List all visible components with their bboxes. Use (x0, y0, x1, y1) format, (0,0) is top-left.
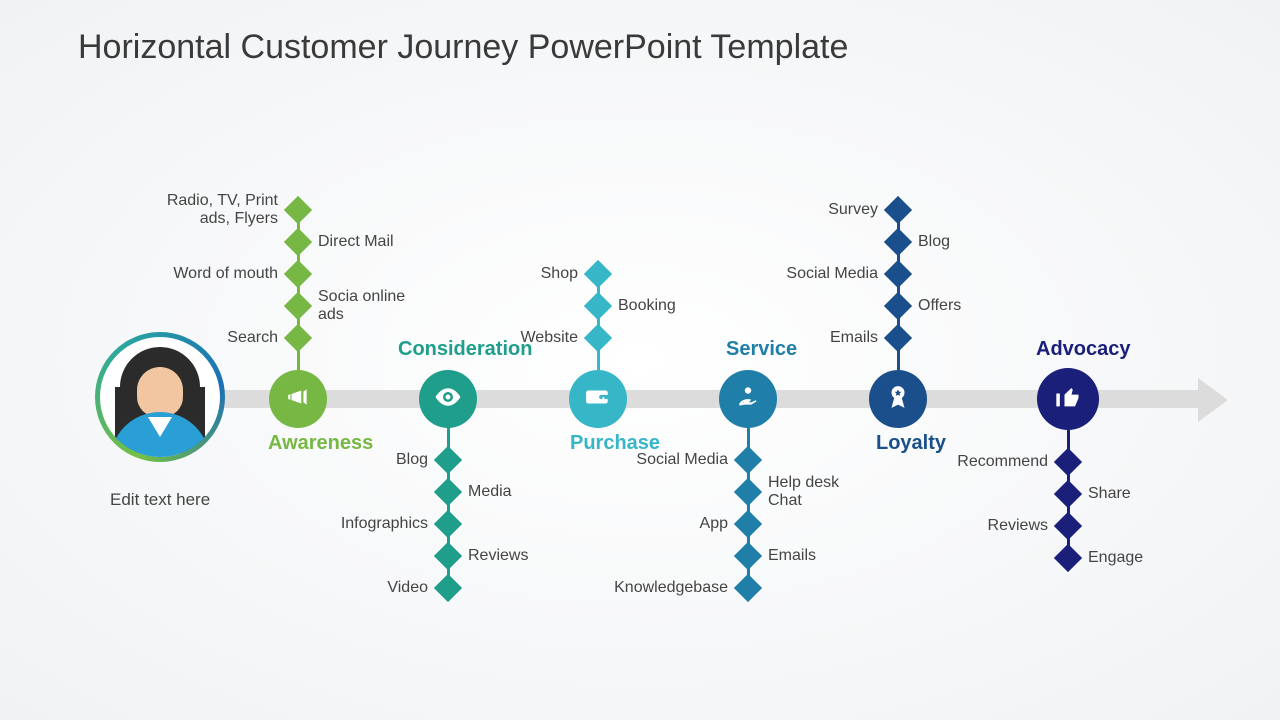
slide-canvas: Horizontal Customer Journey PowerPoint T… (0, 0, 1280, 720)
stage-item-label: Word of mouth (173, 265, 278, 283)
stage-diamond (284, 196, 312, 224)
stage-item-label: Share (1088, 485, 1131, 503)
stage-node-awareness (269, 370, 327, 428)
stage-item-label: Social Media (786, 265, 878, 283)
stage-diamond (284, 228, 312, 256)
stage-item-label: Search (227, 329, 278, 347)
stage-item-label: Help deskChat (768, 474, 839, 511)
stage-diamond (284, 324, 312, 352)
stage-item-label: Blog (918, 233, 950, 251)
stage-diamond (434, 510, 462, 538)
stage-item-label: Knowledgebase (614, 579, 728, 597)
stage-item-label: Socia onlineads (318, 288, 405, 325)
slide-title: Horizontal Customer Journey PowerPoint T… (78, 28, 848, 67)
stage-diamond (1054, 544, 1082, 572)
stage-diamond (1054, 480, 1082, 508)
megaphone-icon (285, 384, 311, 415)
thumbs-up-icon (1054, 383, 1082, 416)
stage-diamond (884, 324, 912, 352)
stage-diamond (734, 446, 762, 474)
stage-diamond (884, 196, 912, 224)
stage-node-advocacy (1037, 368, 1099, 430)
avatar-caption: Edit text here (110, 490, 210, 510)
stage-diamond (734, 478, 762, 506)
timeline-arrow-head (1198, 378, 1228, 422)
stage-item-label: Survey (828, 201, 878, 219)
stage-item-label: Booking (618, 297, 676, 315)
stage-item-label: Direct Mail (318, 233, 394, 251)
stage-diamond (884, 228, 912, 256)
stage-diamond (284, 292, 312, 320)
stage-label-service: Service (726, 338, 797, 361)
stage-diamond (434, 574, 462, 602)
stage-item-label: App (700, 515, 728, 533)
wallet-icon (585, 384, 611, 415)
stage-item-label: Media (468, 483, 512, 501)
stage-diamond (884, 260, 912, 288)
stage-item-label: Engage (1088, 549, 1143, 567)
ribbon-icon (885, 384, 911, 415)
stage-diamond (434, 542, 462, 570)
stage-item-label: Blog (396, 451, 428, 469)
stage-item-label: Offers (918, 297, 961, 315)
stage-diamond (584, 292, 612, 320)
stage-item-label: Social Media (636, 451, 728, 469)
stage-item-label: Reviews (468, 547, 528, 565)
stage-diamond (734, 542, 762, 570)
stage-diamond (1054, 448, 1082, 476)
stage-item-label: Shop (541, 265, 578, 283)
stage-label-awareness: Awareness (268, 432, 373, 455)
stage-item-label: Recommend (957, 453, 1048, 471)
eye-icon (433, 382, 463, 417)
stage-item-label: Website (520, 329, 578, 347)
stage-label-consideration: Consideration (398, 338, 532, 361)
stage-diamond (434, 478, 462, 506)
stage-label-advocacy: Advocacy (1036, 338, 1131, 361)
stage-node-consideration (419, 370, 477, 428)
stage-diamond (734, 510, 762, 538)
stage-item-label: Radio, TV, Printads, Flyers (167, 192, 278, 229)
stage-item-label: Reviews (988, 517, 1048, 535)
stage-diamond (584, 324, 612, 352)
stage-item-label: Emails (830, 329, 878, 347)
stage-diamond (584, 260, 612, 288)
stage-node-purchase (569, 370, 627, 428)
stage-diamond (734, 574, 762, 602)
stage-diamond (884, 292, 912, 320)
stage-diamond (284, 260, 312, 288)
stage-diamond (434, 446, 462, 474)
stage-item-label: Emails (768, 547, 816, 565)
stage-node-service (719, 370, 777, 428)
stage-node-loyalty (869, 370, 927, 428)
customer-avatar (95, 332, 225, 462)
stage-item-label: Infographics (341, 515, 428, 533)
hand-user-icon (735, 384, 761, 415)
stage-diamond (1054, 512, 1082, 540)
stage-label-loyalty: Loyalty (876, 432, 946, 455)
stage-item-label: Video (387, 579, 428, 597)
